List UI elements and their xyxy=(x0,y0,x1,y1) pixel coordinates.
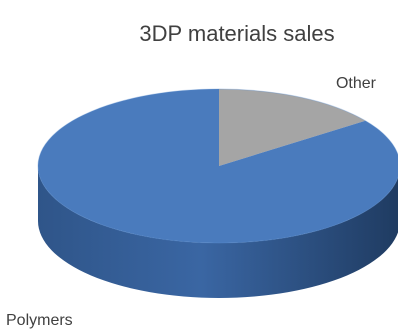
pie-body xyxy=(37,88,398,298)
pie-rim xyxy=(37,88,398,244)
pie-labels: Polymers Other xyxy=(6,75,377,329)
pie-slice-other xyxy=(219,89,366,166)
data-label-polymers: Polymers xyxy=(6,312,73,329)
chart-title: 3DP materials sales xyxy=(139,21,334,46)
pie-side-polymers xyxy=(38,166,398,298)
pie-slice-polymers xyxy=(38,89,398,243)
data-label-other: Other xyxy=(336,75,377,92)
